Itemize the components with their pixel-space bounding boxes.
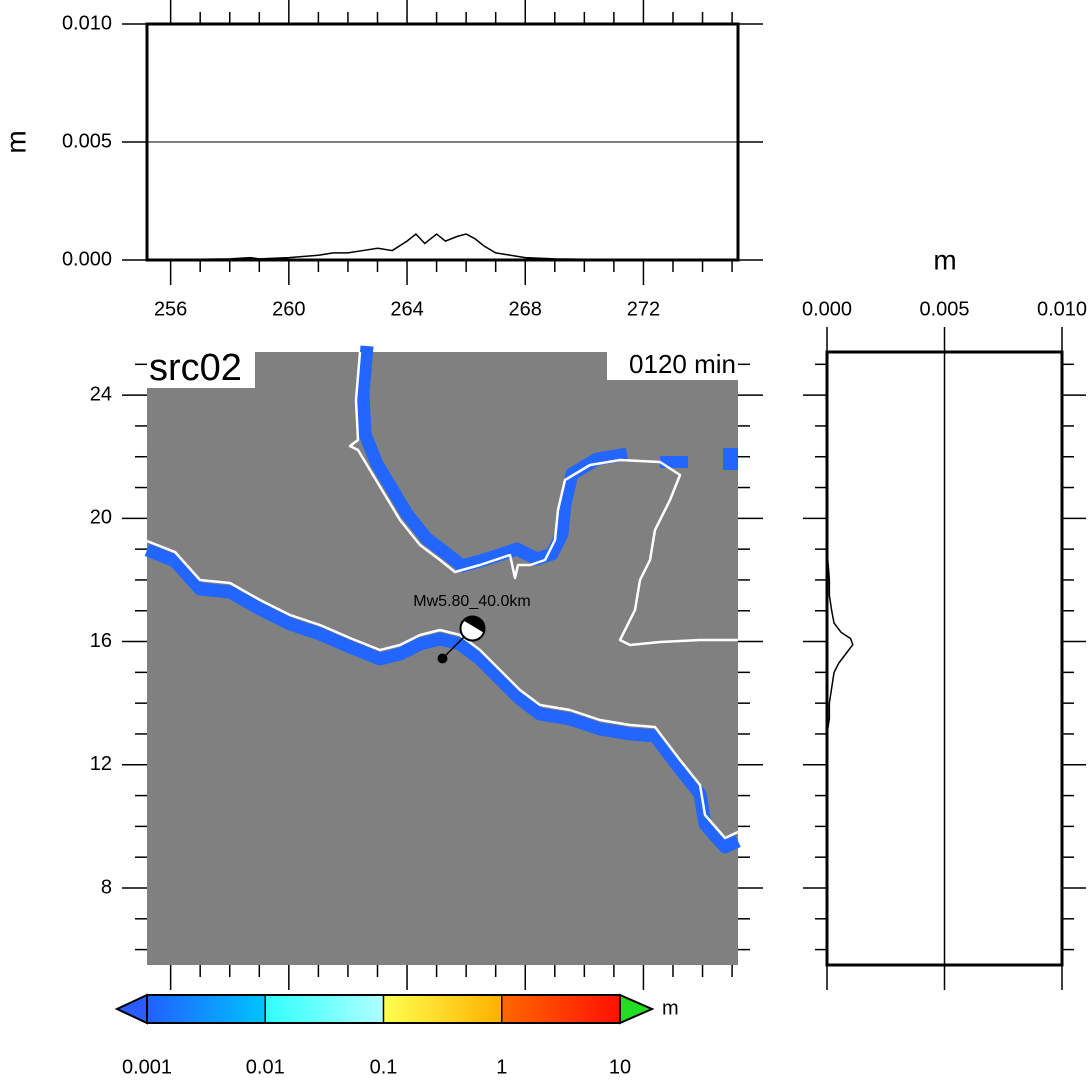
- wave-band: [144, 543, 741, 854]
- y-tick-label: 20: [90, 507, 112, 529]
- coastlines: [144, 345, 741, 854]
- colorbar-segment: [265, 995, 384, 1023]
- x-tick-label: 264: [390, 298, 423, 320]
- under-triangle: [114, 993, 148, 1025]
- y-tick-label: 0.010: [62, 12, 112, 34]
- y-axis-label: m: [0, 130, 31, 153]
- y-tick-label: 0.000: [62, 248, 112, 270]
- x-axis-label: m: [933, 244, 956, 275]
- profile-line: [155, 233, 733, 261]
- y-tick-label: 12: [90, 753, 112, 775]
- x-tick-label: 0.005: [919, 298, 969, 320]
- colorbar-unit: m: [662, 997, 679, 1019]
- plot-frame: [825, 350, 1064, 967]
- y-tick-label: 0.005: [62, 130, 112, 152]
- event-label: Mw5.80_40.0km: [413, 593, 530, 610]
- over-triangle: [619, 993, 655, 1025]
- colorbar-tick-label: 0.1: [370, 1056, 398, 1078]
- epicenter: [437, 653, 448, 664]
- colorbar-tick-label: 0.01: [246, 1056, 285, 1078]
- y-tick-label: 24: [90, 383, 112, 405]
- plot-frame: [145, 22, 740, 262]
- profile-line: [826, 549, 854, 735]
- x-tick-label: 260: [272, 298, 305, 320]
- time-box: [607, 352, 738, 380]
- wave-band: [356, 345, 629, 573]
- map-title: src02: [149, 347, 242, 389]
- y-tick-label: 8: [101, 876, 112, 898]
- wave-spot: [660, 456, 688, 468]
- colorbar-segment: [501, 995, 620, 1023]
- x-tick-label: 0.010: [1037, 298, 1087, 320]
- x-tick-label: 0.000: [802, 298, 852, 320]
- colorbar-tick-label: 10: [609, 1056, 631, 1078]
- colorbar-tick-label: 1: [496, 1056, 507, 1078]
- wave-spot: [723, 448, 738, 470]
- coastline: [348, 351, 738, 647]
- beachball-quadrant: [463, 616, 485, 633]
- time-label: 0120 min: [629, 349, 736, 379]
- x-tick-label: 268: [509, 298, 542, 320]
- x-tick-label: 256: [154, 298, 187, 320]
- y-tick-label: 16: [90, 630, 112, 652]
- title-box: [147, 352, 255, 388]
- colorbar-tick-label: 0.001: [122, 1056, 172, 1078]
- colorbar-segment: [147, 995, 266, 1023]
- x-tick-label: 272: [627, 298, 660, 320]
- colorbar-segment: [383, 995, 502, 1023]
- coastline: [146, 539, 739, 840]
